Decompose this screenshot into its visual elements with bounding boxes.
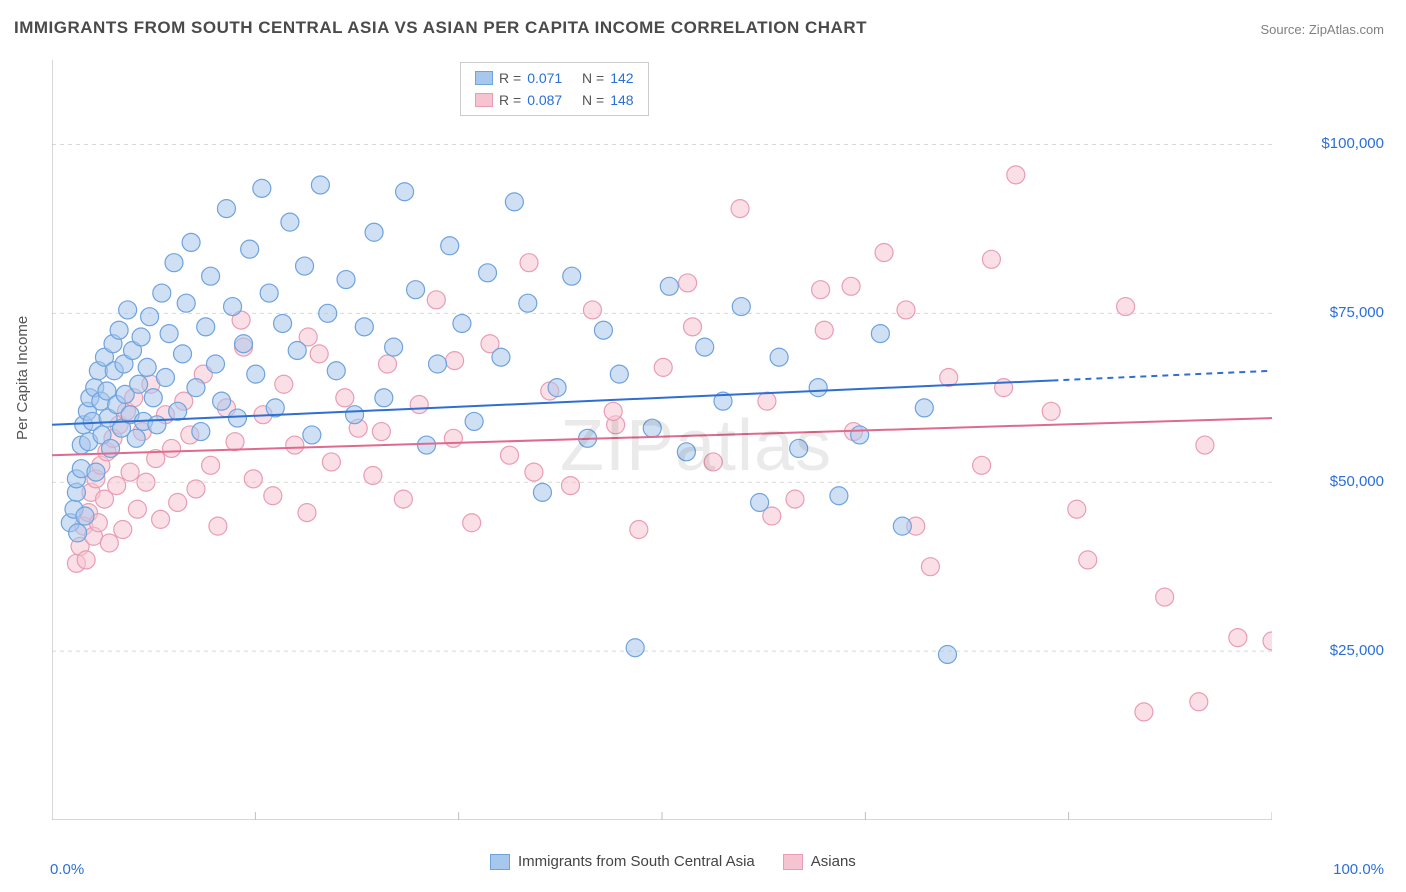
source-label: Source: ZipAtlas.com <box>1260 22 1384 37</box>
legend-swatch-icon <box>490 854 510 870</box>
legend-series: Immigrants from South Central Asia Asian… <box>490 853 856 870</box>
y-tick-label: $25,000 <box>1330 642 1384 659</box>
legend-swatch-icon <box>783 854 803 870</box>
legend-row-asians: R = 0.087 N = 148 <box>475 89 634 111</box>
x-tick-label: 0.0% <box>50 861 84 878</box>
n-label: N = <box>582 89 604 111</box>
x-tick-label: 100.0% <box>1333 861 1384 878</box>
n-value: 142 <box>610 67 633 89</box>
legend-label: Immigrants from South Central Asia <box>518 853 755 870</box>
y-axis-label: Per Capita Income <box>14 316 31 440</box>
chart-title: IMMIGRANTS FROM SOUTH CENTRAL ASIA VS AS… <box>14 18 867 38</box>
legend-item-asians: Asians <box>783 853 856 870</box>
r-value: 0.071 <box>527 67 562 89</box>
y-tick-label: $50,000 <box>1330 473 1384 490</box>
y-tick-label: $75,000 <box>1330 304 1384 321</box>
legend-stats: R = 0.071 N = 142 R = 0.087 N = 148 <box>460 62 649 116</box>
legend-item-immigrants: Immigrants from South Central Asia <box>490 853 755 870</box>
legend-row-immigrants: R = 0.071 N = 142 <box>475 67 634 89</box>
legend-swatch-icon <box>475 93 493 107</box>
r-label: R = <box>499 89 521 111</box>
watermark: ZIPatlas <box>560 405 832 487</box>
y-tick-label: $100,000 <box>1321 135 1384 152</box>
r-label: R = <box>499 67 521 89</box>
r-value: 0.087 <box>527 89 562 111</box>
n-label: N = <box>582 67 604 89</box>
legend-label: Asians <box>811 853 856 870</box>
n-value: 148 <box>610 89 633 111</box>
legend-swatch-icon <box>475 71 493 85</box>
